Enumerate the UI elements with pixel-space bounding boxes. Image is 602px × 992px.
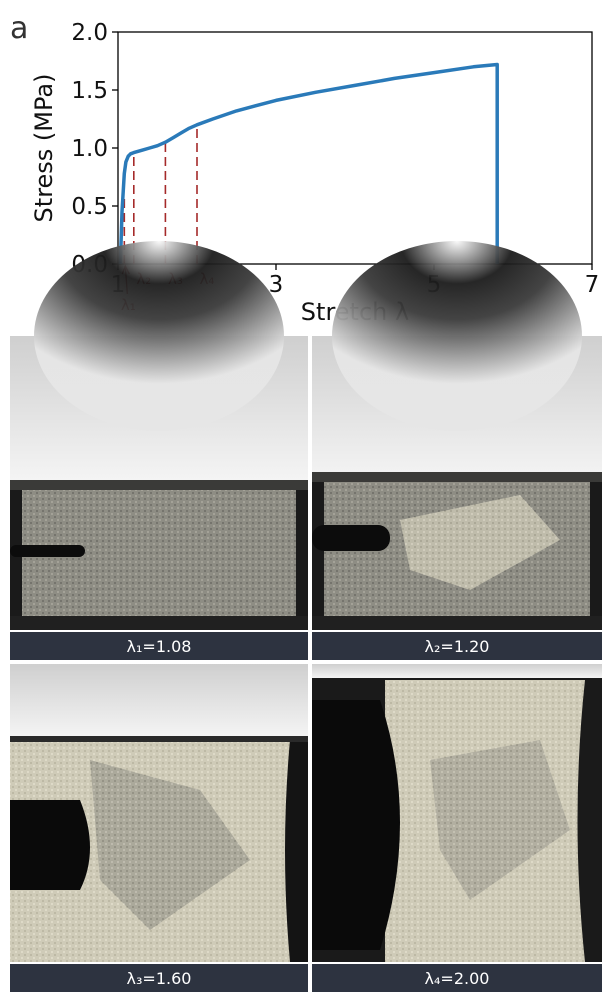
caption-bar-2: λ₂=1.20 (312, 632, 602, 660)
y-axis-label: Stress (MPa) (30, 74, 58, 223)
y-tick-label: 1.5 (71, 78, 108, 104)
stress-curve (120, 65, 497, 265)
y-tick-label: 1.0 (71, 136, 108, 162)
y-tick-label: 0.5 (71, 194, 108, 220)
plot-frame (118, 32, 592, 264)
caption-3: λ₃=1.60 (127, 969, 192, 988)
photo-1 (10, 241, 308, 630)
x-tick-label: 7 (585, 272, 600, 298)
caption-bar-4: λ₄=2.00 (312, 964, 602, 992)
caption-bar-3: λ₃=1.60 (10, 964, 308, 992)
y-tick-label: 2.0 (71, 20, 108, 46)
photo-3 (10, 664, 308, 962)
y-axis-ticks: 0.00.51.01.52.0 (71, 20, 118, 278)
panel-label-a: a (10, 11, 28, 46)
photo-2 (312, 241, 602, 630)
caption-4: λ₄=2.00 (425, 969, 490, 988)
caption-bar-1: λ₁=1.08 (10, 632, 308, 660)
photo-4 (312, 664, 602, 962)
caption-1: λ₁=1.08 (127, 637, 192, 656)
caption-2: λ₂=1.20 (425, 637, 490, 656)
